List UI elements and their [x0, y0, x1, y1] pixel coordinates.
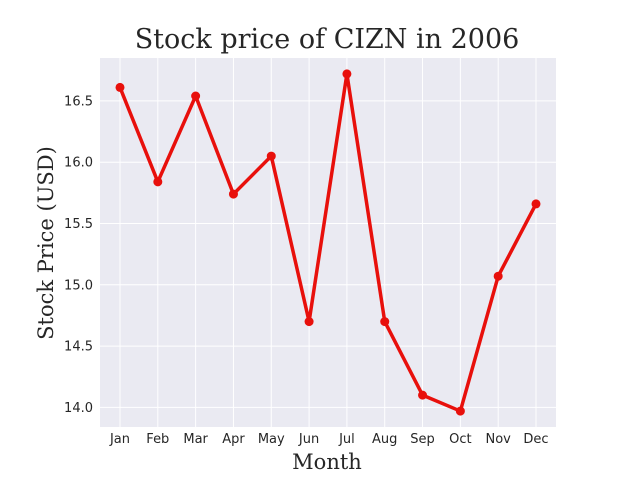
x-tick-label: Dec: [523, 432, 548, 447]
data-point: [266, 151, 276, 161]
data-point: [191, 91, 201, 101]
data-point: [455, 406, 465, 416]
y-tick-label: 14.0: [64, 401, 93, 416]
x-tick-label: Jul: [338, 432, 355, 447]
chart-title: Stock price of CIZN in 2006: [135, 24, 520, 55]
x-tick-label: Nov: [485, 432, 511, 447]
y-tick-label: 16.5: [64, 94, 93, 109]
data-point: [153, 177, 163, 187]
y-tick-label: 15.0: [64, 278, 93, 293]
x-tick-label: Mar: [183, 432, 208, 447]
y-axis-label: Stock Price (USD): [34, 146, 58, 340]
data-point: [418, 390, 428, 400]
y-tick-label: 16.0: [64, 156, 93, 171]
x-tick-labels: Jan Feb Mar Apr May Jun Jul Aug Sep Oct Nov Dec: [109, 432, 549, 447]
data-point: [493, 271, 503, 281]
data-point: [115, 82, 125, 92]
data-series: [115, 69, 541, 416]
x-axis-label: Month: [292, 450, 362, 474]
x-tick-label: Feb: [146, 432, 169, 447]
x-tick-label: Aug: [372, 432, 397, 447]
y-tick-label: 14.5: [64, 340, 93, 355]
data-point: [531, 199, 541, 209]
y-tick-labels: 14.0 14.5 15.0 15.5 16.0 16.5: [64, 94, 93, 415]
plot-area: [100, 58, 556, 427]
x-tick-label: Jan: [109, 432, 130, 447]
x-tick-label: May: [258, 432, 285, 447]
x-tick-label: Oct: [449, 432, 471, 447]
y-tick-label: 15.5: [64, 217, 93, 232]
x-tick-label: Jun: [298, 432, 319, 447]
x-tick-label: Apr: [222, 432, 245, 447]
series-line: [118, 72, 538, 413]
data-point: [304, 317, 314, 327]
data-point: [228, 189, 238, 199]
x-tick-label: Sep: [410, 432, 435, 447]
data-point: [342, 69, 352, 79]
data-point: [380, 317, 390, 327]
